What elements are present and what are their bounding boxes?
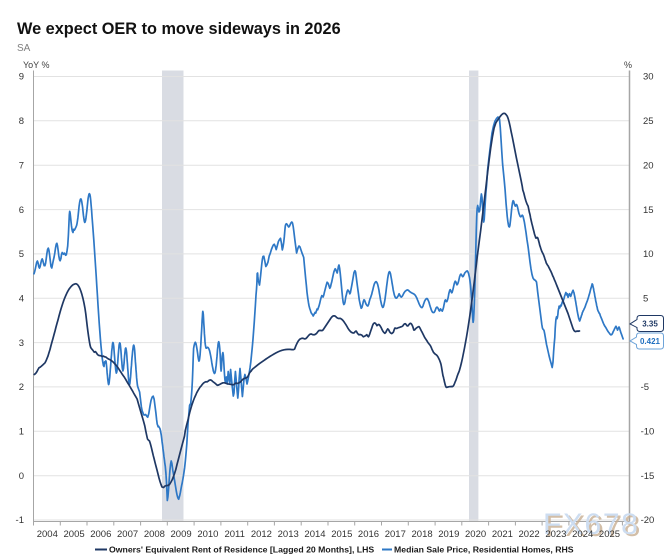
svg-text:7: 7 (19, 160, 24, 171)
svg-text:2008: 2008 (144, 529, 165, 540)
svg-text:2020: 2020 (465, 529, 486, 540)
svg-text:6: 6 (19, 205, 24, 216)
svg-text:2: 2 (19, 382, 24, 393)
svg-text:-5: -5 (641, 382, 649, 393)
svg-text:3.35: 3.35 (642, 320, 658, 329)
svg-text:5: 5 (19, 249, 24, 260)
svg-text:10: 10 (643, 249, 654, 260)
svg-text:20: 20 (643, 160, 654, 171)
svg-text:8: 8 (19, 116, 24, 127)
svg-text:2024: 2024 (572, 529, 593, 540)
svg-text:2021: 2021 (492, 529, 513, 540)
svg-text:2007: 2007 (117, 529, 138, 540)
svg-text:-20: -20 (641, 515, 655, 526)
svg-text:15: 15 (643, 205, 654, 216)
svg-text:2005: 2005 (64, 529, 85, 540)
svg-text:4: 4 (19, 293, 24, 304)
svg-text:2025: 2025 (599, 529, 620, 540)
svg-text:2019: 2019 (438, 529, 459, 540)
svg-text:30: 30 (643, 72, 654, 83)
svg-text:2013: 2013 (278, 529, 299, 540)
svg-text:2009: 2009 (171, 529, 192, 540)
svg-text:2004: 2004 (37, 529, 58, 540)
svg-text:2012: 2012 (251, 529, 272, 540)
svg-text:%: % (624, 60, 632, 70)
svg-text:FX678: FX678 (543, 508, 639, 541)
svg-text:2015: 2015 (331, 529, 352, 540)
svg-text:Median Sale Price, Residential: Median Sale Price, Residential Homes, RH… (394, 545, 574, 555)
svg-text:2022: 2022 (519, 529, 540, 540)
svg-text:YoY %: YoY % (23, 60, 50, 70)
svg-text:-10: -10 (641, 427, 655, 438)
svg-text:-1: -1 (16, 515, 24, 526)
svg-text:2018: 2018 (412, 529, 433, 540)
svg-text:25: 25 (643, 116, 654, 127)
svg-text:2017: 2017 (385, 529, 406, 540)
svg-text:9: 9 (19, 72, 24, 83)
svg-text:0: 0 (19, 471, 24, 482)
svg-text:2006: 2006 (90, 529, 111, 540)
svg-text:Owners' Equivalent Rent of Res: Owners' Equivalent Rent of Residence [La… (109, 545, 374, 555)
svg-text:1: 1 (19, 427, 24, 438)
svg-text:-15: -15 (641, 471, 655, 482)
svg-text:2011: 2011 (224, 529, 244, 540)
svg-text:2016: 2016 (358, 529, 379, 540)
svg-text:FX678: FX678 (546, 510, 642, 543)
svg-text:5: 5 (643, 293, 648, 304)
svg-text:2014: 2014 (304, 529, 325, 540)
svg-text:0.421: 0.421 (640, 337, 661, 346)
svg-text:3: 3 (19, 338, 24, 349)
svg-text:2010: 2010 (197, 529, 218, 540)
svg-text:2023: 2023 (545, 529, 566, 540)
